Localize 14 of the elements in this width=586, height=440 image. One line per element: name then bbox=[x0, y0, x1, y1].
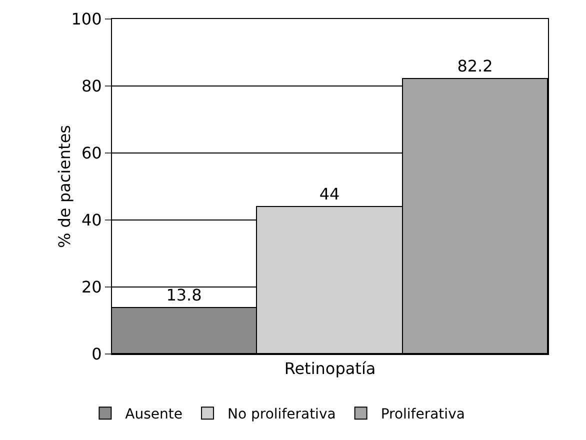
y-tick-label: 100 bbox=[71, 10, 102, 29]
y-tick-label: 40 bbox=[81, 210, 102, 230]
legend-label: Proliferativa bbox=[380, 406, 465, 423]
legend-label: Ausente bbox=[125, 406, 183, 423]
y-tick-label: 20 bbox=[81, 278, 102, 297]
legend-label: No proliferativa bbox=[228, 406, 336, 423]
x-tick-label: Retinopatía bbox=[284, 359, 376, 378]
y-tick-label: 60 bbox=[81, 144, 102, 163]
y-tick-label: 80 bbox=[81, 76, 102, 96]
y-tick-label: 0 bbox=[92, 344, 102, 364]
data-label: 44 bbox=[319, 184, 340, 204]
data-label: 82.2 bbox=[457, 56, 493, 76]
y-axis-title: % de pacientes bbox=[55, 124, 74, 248]
data-label: 13.8 bbox=[166, 286, 202, 304]
